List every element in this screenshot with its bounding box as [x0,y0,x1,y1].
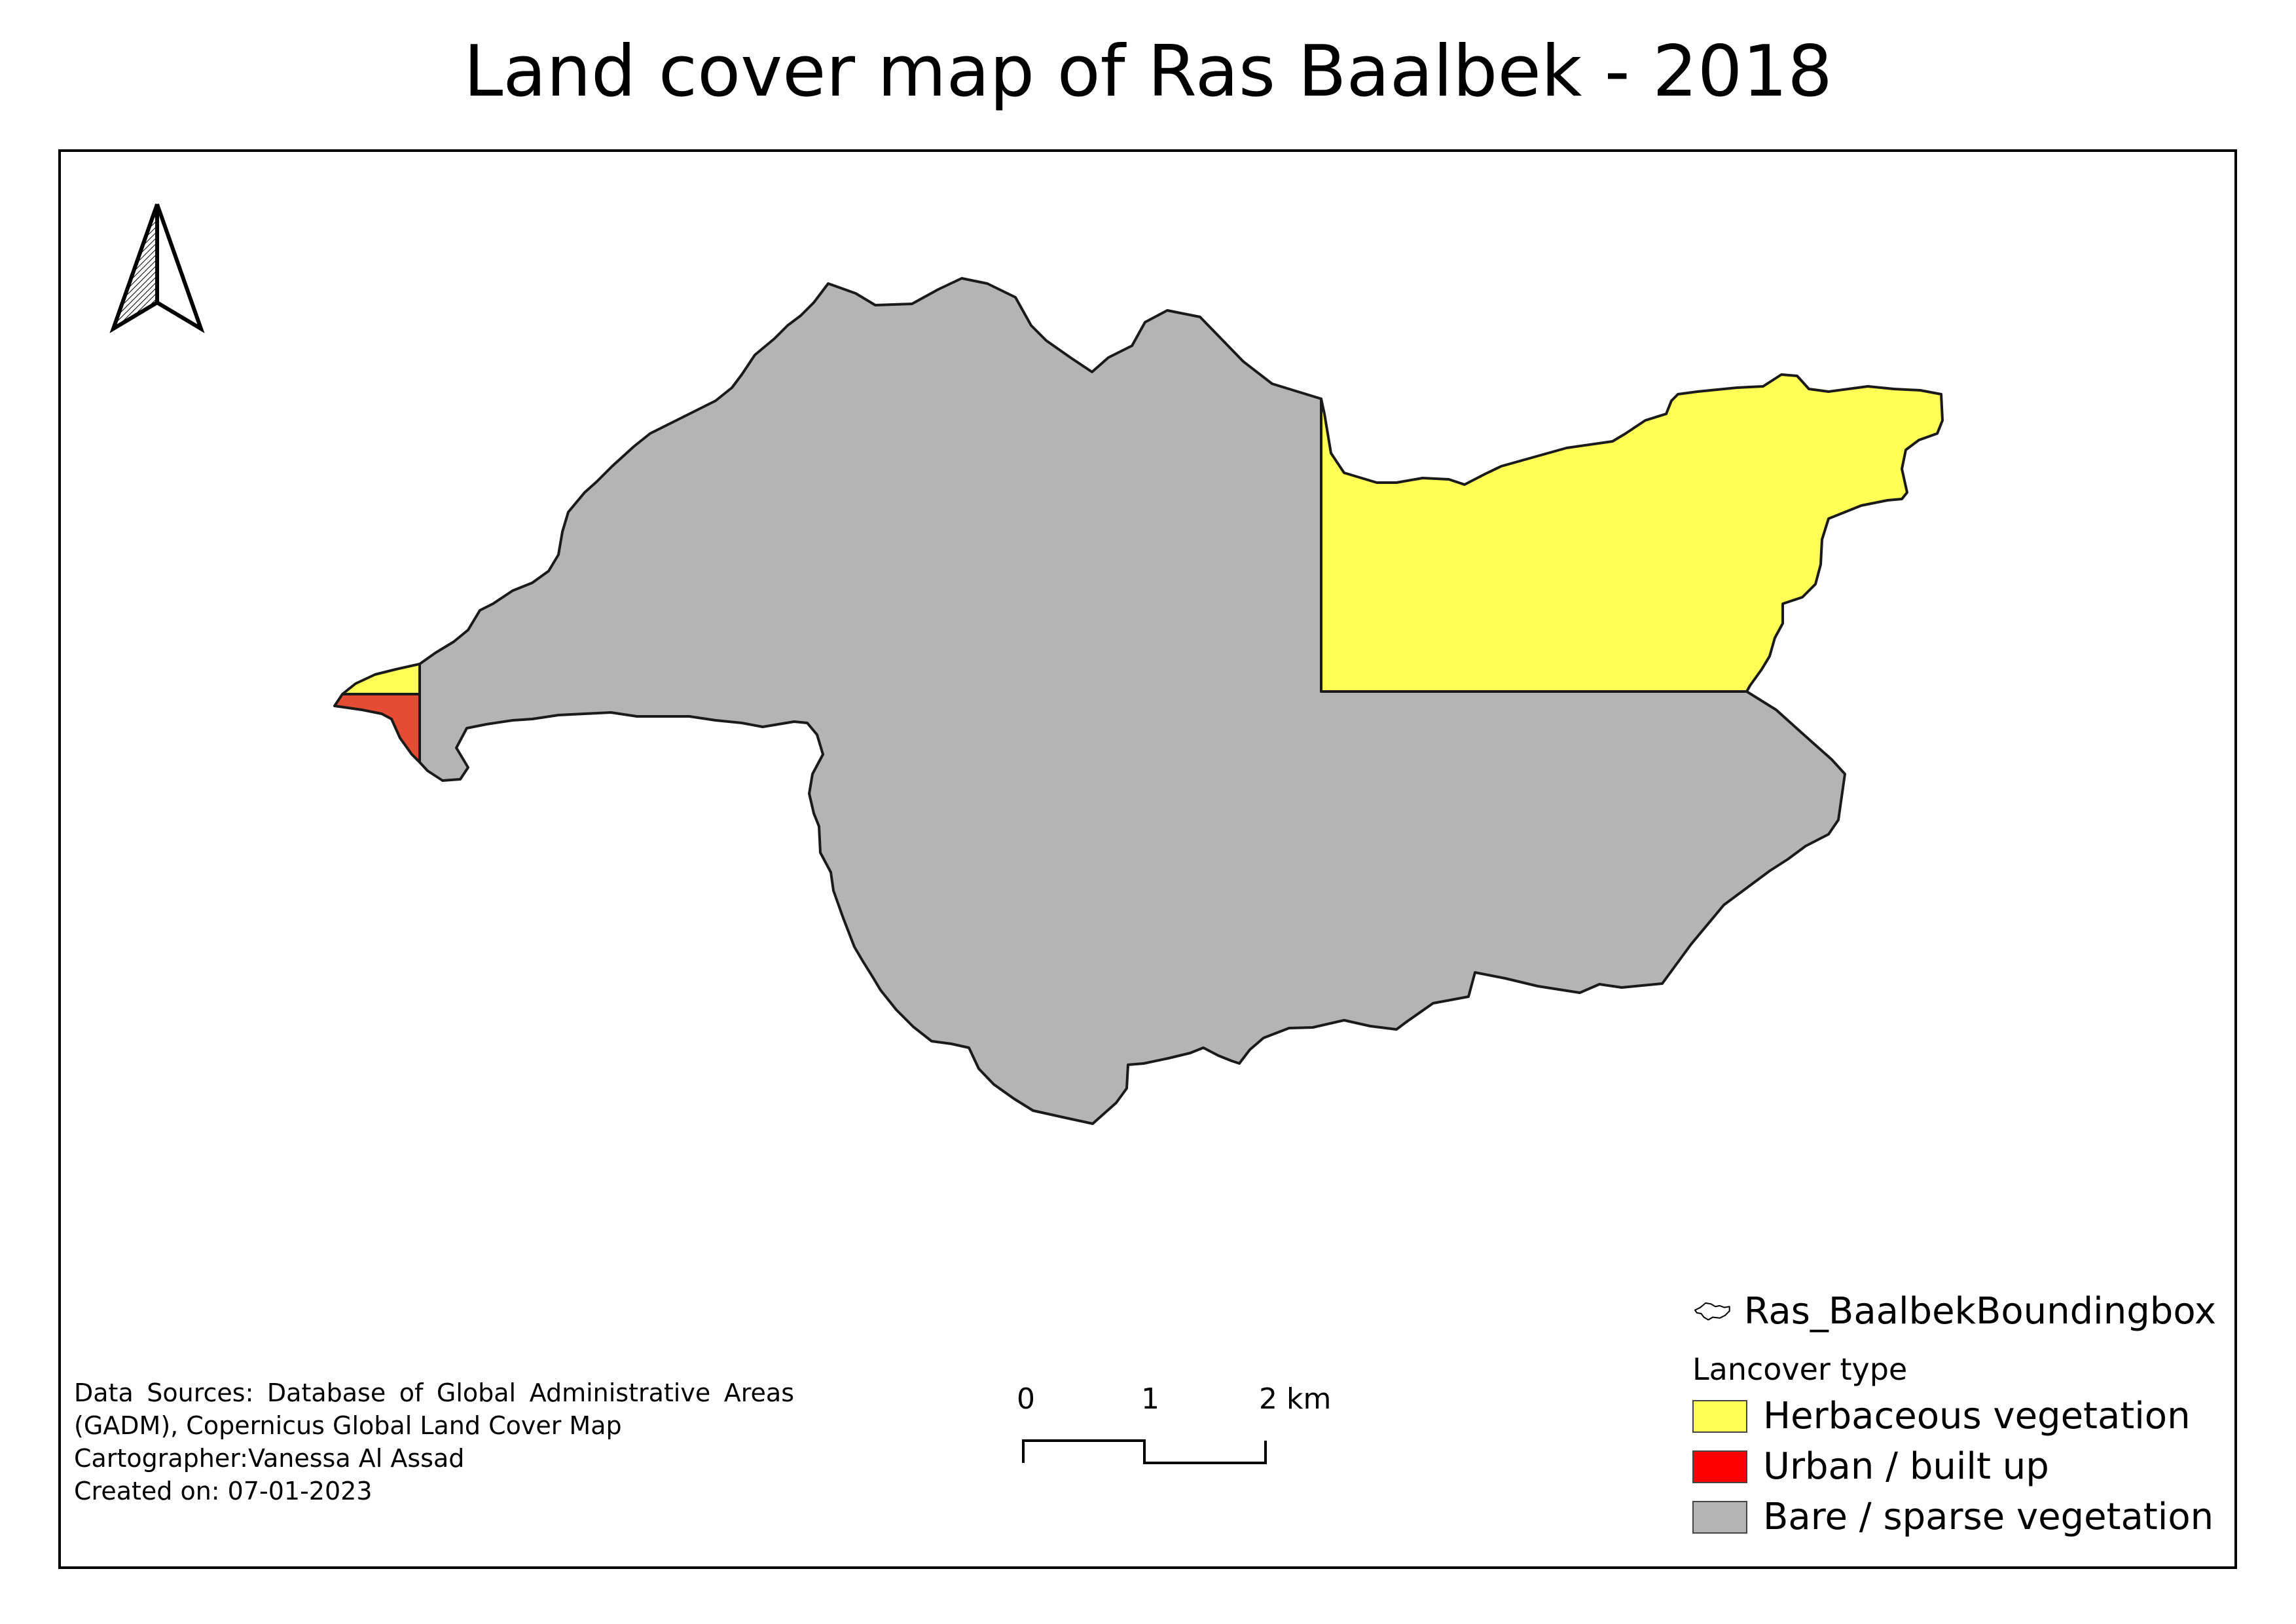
legend-item-bare: Bare / sparse vegetation [1692,1492,2216,1542]
bare-sparse-vegetation-area [418,277,1846,1125]
sources-line-1: Data Sources: Database of Global Adminis… [74,1378,794,1407]
scale-label-1: 1 [1141,1382,1159,1416]
legend-item-herbaceous: Herbaceous vegetation [1692,1391,2216,1441]
map-frame: Data Sources: Database of Global Adminis… [58,149,2237,1569]
legend-group-title: Lancover type [1692,1352,1908,1387]
herbaceous-vegetation-west-area [341,663,421,695]
scale-label-0: 0 [1017,1382,1035,1416]
north-arrow-icon [109,204,205,333]
legend-layer-row: Ras_BaalbekBoundingbox [1692,1285,2216,1337]
legend-label-bare: Bare / sparse vegetation [1763,1496,2214,1538]
polygon-outline-icon [1694,1302,1730,1321]
legend-swatch-herbaceous [1692,1399,1747,1433]
urban-built-up-area [333,693,421,764]
boundary-outline [1321,399,1747,692]
legend-swatch-urban [1692,1450,1747,1483]
sources-line-2: (GADM), Copernicus Global Land Cover Map [74,1411,622,1440]
map-title: Land cover map of Ras Baalbek - 2018 [464,31,1832,113]
legend-layer-label: Ras_BaalbekBoundingbox [1743,1289,2216,1333]
map-canvas [333,277,1944,1125]
scale-bar: 0 1 2 km [1010,1383,1377,1475]
scale-bar-line [1022,1439,1267,1464]
legend-label-herbaceous: Herbaceous vegetation [1763,1395,2191,1437]
legend: Ras_BaalbekBoundingbox Lancover type Her… [1692,1285,2216,1542]
cartographer-line: Cartographer:Vanessa Al Assad [74,1444,465,1473]
created-on-line: Created on: 07-01-2023 [74,1477,373,1505]
legend-swatch-bare [1692,1500,1747,1534]
legend-item-urban: Urban / built up [1692,1441,2216,1492]
data-sources-block: Data Sources: Database of Global Adminis… [74,1376,794,1507]
legend-label-urban: Urban / built up [1763,1445,2049,1488]
scale-label-2: 2 km [1259,1382,1332,1416]
herbaceous-vegetation-area [1320,373,1944,693]
